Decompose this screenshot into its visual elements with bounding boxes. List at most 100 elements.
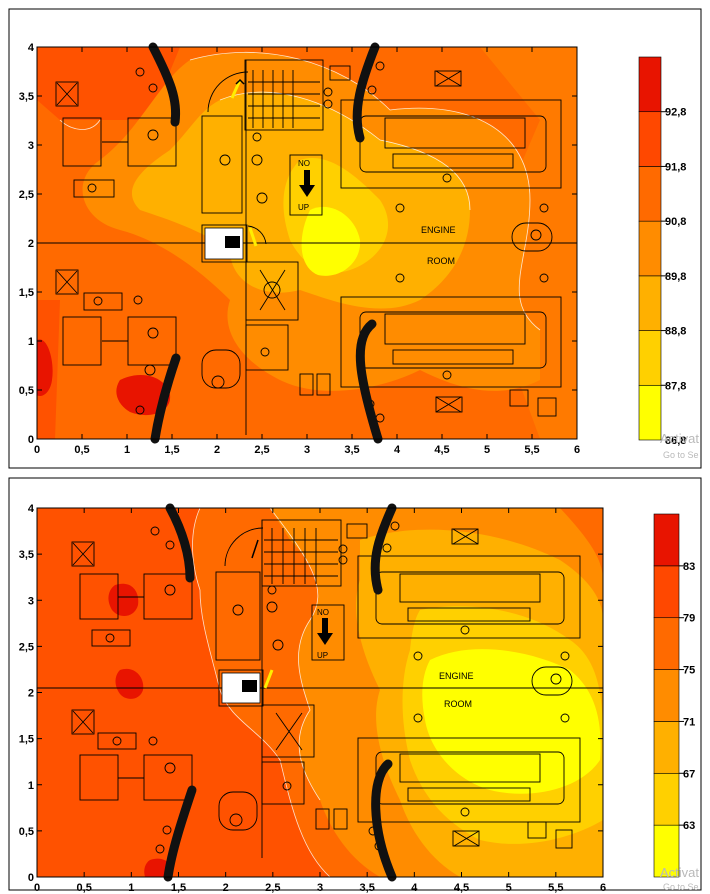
floor-plan-1: [37, 59, 577, 435]
x-tick-label: 3,5: [344, 444, 359, 456]
colorbar-label: 75: [683, 665, 695, 677]
colorbar-segment: [653, 513, 680, 567]
x-tick-label: 1: [128, 882, 134, 894]
colorbar-label: 79: [683, 613, 695, 625]
colorbar-segment: [638, 56, 662, 113]
watermark-1: Activat Go to Se: [660, 431, 699, 460]
x-tick-label: 0,5: [77, 882, 92, 894]
x-tick-label: 2,5: [254, 444, 269, 456]
x-tick-label: 0: [34, 882, 40, 894]
y-tick-label: 3,5: [19, 91, 34, 103]
pipes-2: [163, 503, 397, 882]
x-tick-label: 4,5: [434, 444, 449, 456]
colorbar-segment: [638, 330, 662, 386]
y-tick-label: 3,5: [19, 549, 34, 561]
colorbar-label: 90,8: [665, 216, 686, 228]
svg-text:ENGINE: ENGINE: [421, 225, 456, 235]
svg-text:ROOM: ROOM: [444, 699, 472, 709]
chart-1: ENGINE ROOM NO UP 0 0,5 1 1,5 2 2,5 3 3,5 4 4,5 5 5…: [8, 8, 702, 469]
y-tick-label: 2: [28, 238, 34, 250]
colorbar-segment: [653, 721, 680, 774]
colorbar-1: 86,8 87,8 88,8 89,8 90,8 91,8 92,8: [638, 56, 686, 447]
colorbar-label: 92,8: [665, 107, 686, 119]
stair-2: [221, 539, 333, 704]
colorbar-label: 91,8: [665, 161, 686, 173]
x-tick-label: 6: [574, 444, 580, 456]
colorbar-label: 87,8: [665, 380, 686, 392]
x-tick-label: 0,5: [74, 444, 89, 456]
x-tick-label: 4: [411, 882, 418, 894]
svg-text:Activat: Activat: [660, 865, 699, 880]
y-tick-label: 2,5: [19, 641, 34, 653]
ticks-2: 0 0,5 1 1,5 2 2,5 3 3,5 4 4,5 5 5,5 6 0 0,5 1 1,5 2 2,5 3 3,…: [19, 503, 606, 894]
colorbar-segment: [638, 275, 662, 331]
colorbar-label: 63: [683, 820, 695, 832]
y-tick-label: 0: [28, 872, 34, 884]
colorbar-label: 67: [683, 768, 695, 780]
x-tick-label: 2: [223, 882, 229, 894]
x-tick-label: 2: [214, 444, 220, 456]
x-tick-label: 3: [317, 882, 323, 894]
y-tick-label: 1: [28, 780, 34, 792]
x-tick-label: 3,5: [360, 882, 375, 894]
watermark-2: Activat Go to Se: [660, 865, 699, 892]
floor-plan-2: [37, 519, 603, 858]
y-tick-label: 2,5: [19, 189, 34, 201]
y-tick-label: 1,5: [19, 287, 34, 299]
svg-text:UP: UP: [298, 203, 309, 212]
x-tick-label: 5,5: [548, 882, 563, 894]
svg-text:NO: NO: [298, 159, 310, 168]
room-labels-1: ENGINE ROOM NO UP: [298, 159, 456, 266]
colorbar-label: 88,8: [665, 326, 686, 338]
svg-text:NO: NO: [317, 608, 329, 617]
x-tick-label: 1,5: [171, 882, 186, 894]
svg-text:ROOM: ROOM: [427, 256, 455, 266]
room-labels-2: ENGINE ROOM NO UP: [317, 608, 474, 709]
y-tick-label: 0,5: [19, 385, 34, 397]
chart-2: ENGINE ROOM NO UP 0 0,5 1 1,5 2 2,5 3 3,5 4 4,5 5 5…: [8, 477, 702, 894]
x-tick-label: 5,5: [524, 444, 539, 456]
contour-field-1: [37, 47, 577, 439]
svg-text:UP: UP: [317, 651, 328, 660]
colorbar-label: 86,8: [665, 435, 686, 447]
colorbar-segment: [653, 669, 680, 722]
colorbar-label: 89,8: [665, 271, 686, 283]
y-tick-label: 1,5: [19, 734, 34, 746]
y-tick-label: 0,5: [19, 826, 34, 838]
x-tick-label: 5: [506, 882, 512, 894]
x-tick-label: 2,5: [265, 882, 280, 894]
y-tick-label: 1: [28, 336, 34, 348]
y-tick-label: 0: [28, 434, 34, 446]
colorbar-label: 83: [683, 561, 695, 573]
svg-text:ENGINE: ENGINE: [439, 671, 474, 681]
y-tick-label: 3: [28, 140, 34, 152]
x-tick-label: 4,5: [454, 882, 469, 894]
x-tick-label: 0: [34, 444, 40, 456]
y-tick-label: 2: [28, 688, 34, 700]
colorbar-segment: [638, 111, 662, 167]
colorbar-segment: [653, 772, 680, 826]
colorbar-2: 63 67 71 75 79 83: [653, 513, 695, 878]
contour-field-2: [37, 508, 603, 877]
colorbar-segment: [653, 617, 680, 670]
svg-text:Go to Se: Go to Se: [663, 882, 699, 892]
y-tick-label: 4: [28, 42, 35, 54]
svg-text:Activat: Activat: [660, 431, 699, 446]
x-tick-label: 1: [124, 444, 130, 456]
colorbar-segment: [638, 166, 662, 222]
colorbar-label: 71: [683, 716, 695, 728]
y-tick-label: 3: [28, 595, 34, 607]
ticks-1: 0 0,5 1 1,5 2 2,5 3 3,5 4 4,5 5 5,5 6 0 0,5 1 1,5 2 2,5 3 3,…: [19, 42, 580, 456]
pipes-1: [148, 42, 383, 444]
x-tick-label: 6: [600, 882, 606, 894]
x-tick-label: 3: [304, 444, 310, 456]
stair-1: [204, 78, 315, 260]
colorbar-segment: [638, 220, 662, 277]
y-tick-label: 4: [28, 503, 35, 515]
svg-text:Go to Se: Go to Se: [663, 450, 699, 460]
x-tick-label: 4: [394, 444, 401, 456]
x-tick-label: 1,5: [164, 444, 179, 456]
colorbar-segment: [638, 384, 662, 441]
colorbar-segment: [653, 565, 680, 619]
